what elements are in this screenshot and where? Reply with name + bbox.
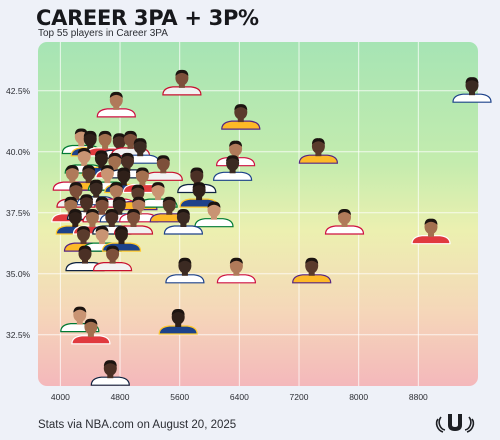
x-tick-label: 4000 bbox=[51, 392, 70, 402]
chart-subtitle: Top 55 players in Career 3PA bbox=[38, 28, 168, 39]
y-tick-label: 40.0% bbox=[6, 147, 31, 157]
y-tick-label: 42.5% bbox=[6, 86, 31, 96]
player-point bbox=[177, 167, 217, 194]
player-point bbox=[92, 245, 133, 272]
x-tick-label: 8000 bbox=[349, 392, 368, 402]
brand-logo bbox=[435, 414, 475, 433]
player-point bbox=[324, 208, 365, 235]
player-point bbox=[162, 69, 202, 96]
player-point bbox=[452, 77, 492, 103]
player-point bbox=[212, 155, 253, 181]
x-tick-label: 4800 bbox=[111, 392, 130, 402]
player-point bbox=[165, 257, 205, 284]
player-point bbox=[71, 318, 111, 345]
x-tick-label: 6400 bbox=[230, 392, 249, 402]
y-tick-label: 32.5% bbox=[6, 330, 31, 340]
player-point bbox=[96, 91, 136, 118]
player-point bbox=[179, 182, 219, 208]
y-tick-label: 35.0% bbox=[6, 269, 31, 279]
x-tick-label: 8800 bbox=[409, 392, 428, 402]
x-tick-label: 7200 bbox=[290, 392, 309, 402]
player-point bbox=[221, 104, 261, 130]
player-point bbox=[298, 138, 339, 164]
player-point bbox=[90, 360, 130, 386]
player-point bbox=[216, 257, 257, 284]
y-axis-ticks: 32.5% 35.0% 37.5% 40.0% 42.5% bbox=[6, 86, 31, 340]
plot-area bbox=[38, 42, 478, 386]
chart-title: CAREER 3PA + 3P% bbox=[36, 6, 259, 30]
player-point bbox=[292, 257, 332, 284]
player-point bbox=[411, 218, 451, 245]
source-note: Stats via NBA.com on August 20, 2025 bbox=[38, 419, 237, 431]
data-points bbox=[51, 69, 492, 386]
x-axis-ticks: 4000 4800 5600 6400 7200 8000 8800 bbox=[51, 392, 428, 402]
y-tick-label: 37.5% bbox=[6, 208, 31, 218]
player-point bbox=[194, 201, 234, 228]
x-tick-label: 5600 bbox=[170, 392, 189, 402]
player-point bbox=[163, 208, 204, 235]
player-point bbox=[158, 308, 198, 335]
